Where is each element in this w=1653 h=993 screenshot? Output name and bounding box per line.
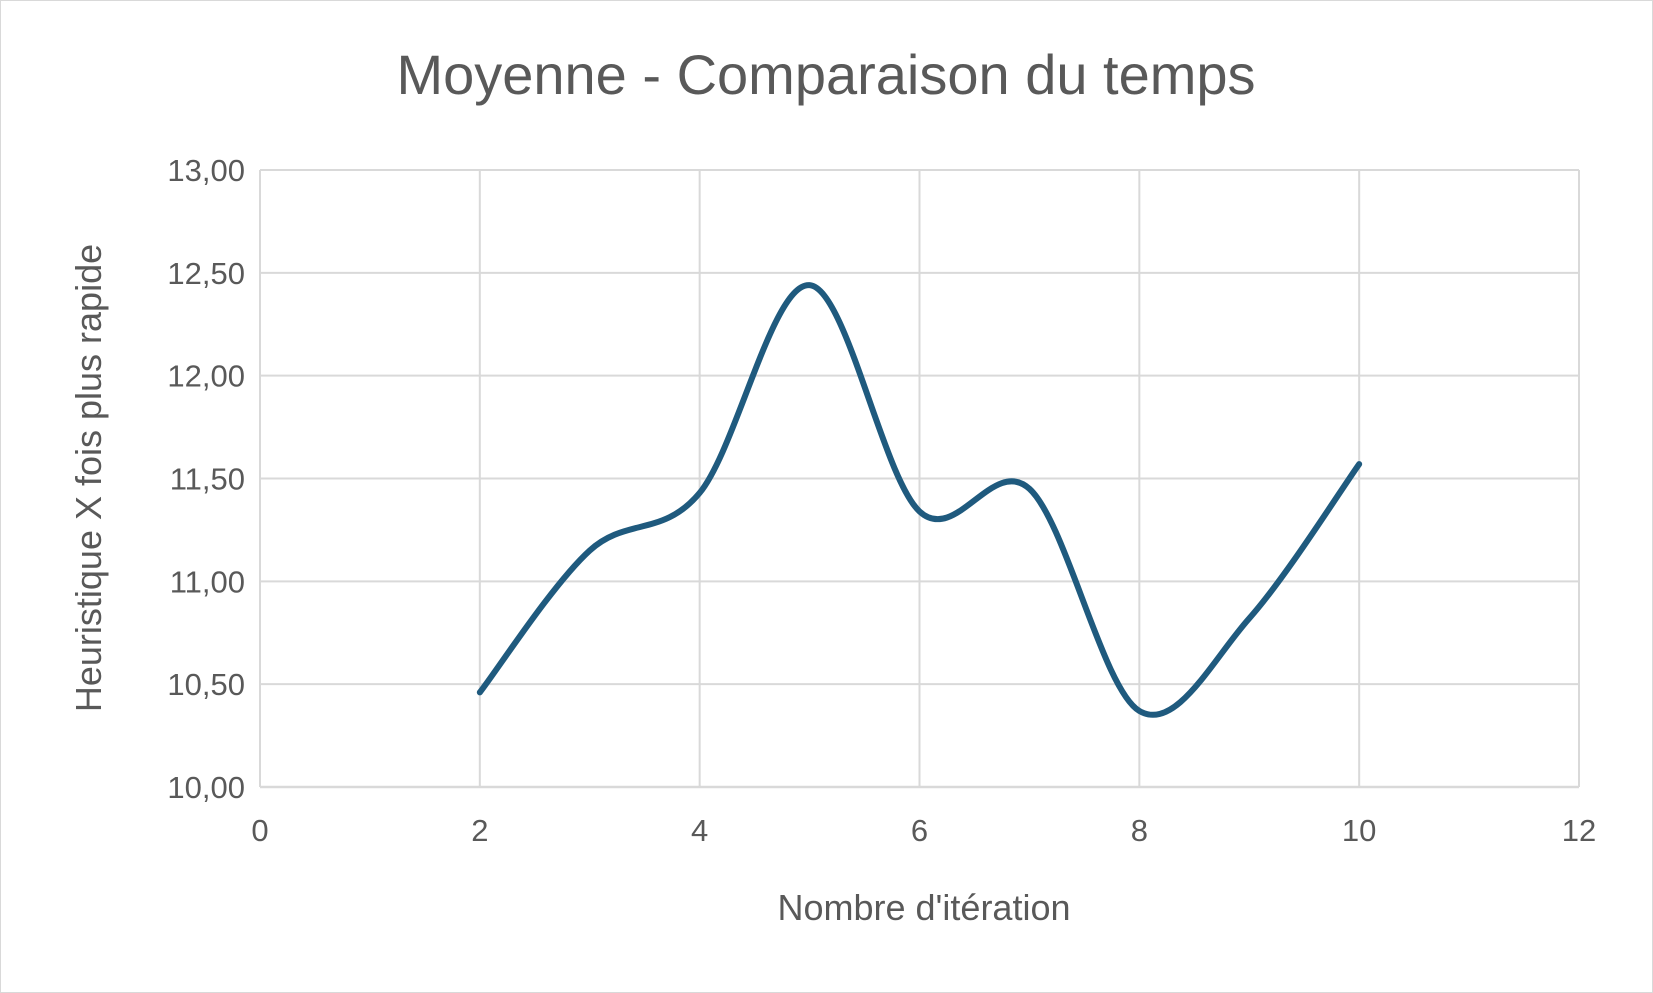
x-tick-label: 12 bbox=[1562, 813, 1596, 848]
y-tick-label: 12,50 bbox=[167, 256, 245, 291]
y-tick-label: 10,50 bbox=[167, 667, 245, 702]
gridlines bbox=[259, 169, 1580, 789]
x-tick-label: 4 bbox=[691, 813, 708, 848]
x-tick-label: 6 bbox=[911, 813, 928, 848]
tick-labels: 10,00 10,50 11,00 11,50 12,00 12,50 13,00 0 2 4 6 8… bbox=[167, 153, 1596, 848]
y-axis-label: Heuristique X fois plus rapide bbox=[68, 244, 109, 712]
x-tick-label: 8 bbox=[1131, 813, 1148, 848]
y-tick-label: 13,00 bbox=[167, 153, 245, 188]
series-layer bbox=[476, 282, 1363, 718]
y-tick-label: 11,00 bbox=[170, 564, 245, 599]
x-tick-label: 2 bbox=[471, 813, 488, 848]
x-tick-label: 10 bbox=[1342, 813, 1376, 848]
series-line bbox=[476, 282, 1363, 718]
chart-title: Moyenne - Comparaison du temps bbox=[396, 43, 1255, 106]
x-tick-label: 0 bbox=[251, 813, 268, 848]
x-axis-label: Nombre d'itération bbox=[777, 887, 1070, 928]
y-tick-label: 11,50 bbox=[170, 462, 245, 497]
y-tick-label: 10,00 bbox=[167, 770, 245, 805]
y-tick-label: 12,00 bbox=[167, 359, 245, 394]
